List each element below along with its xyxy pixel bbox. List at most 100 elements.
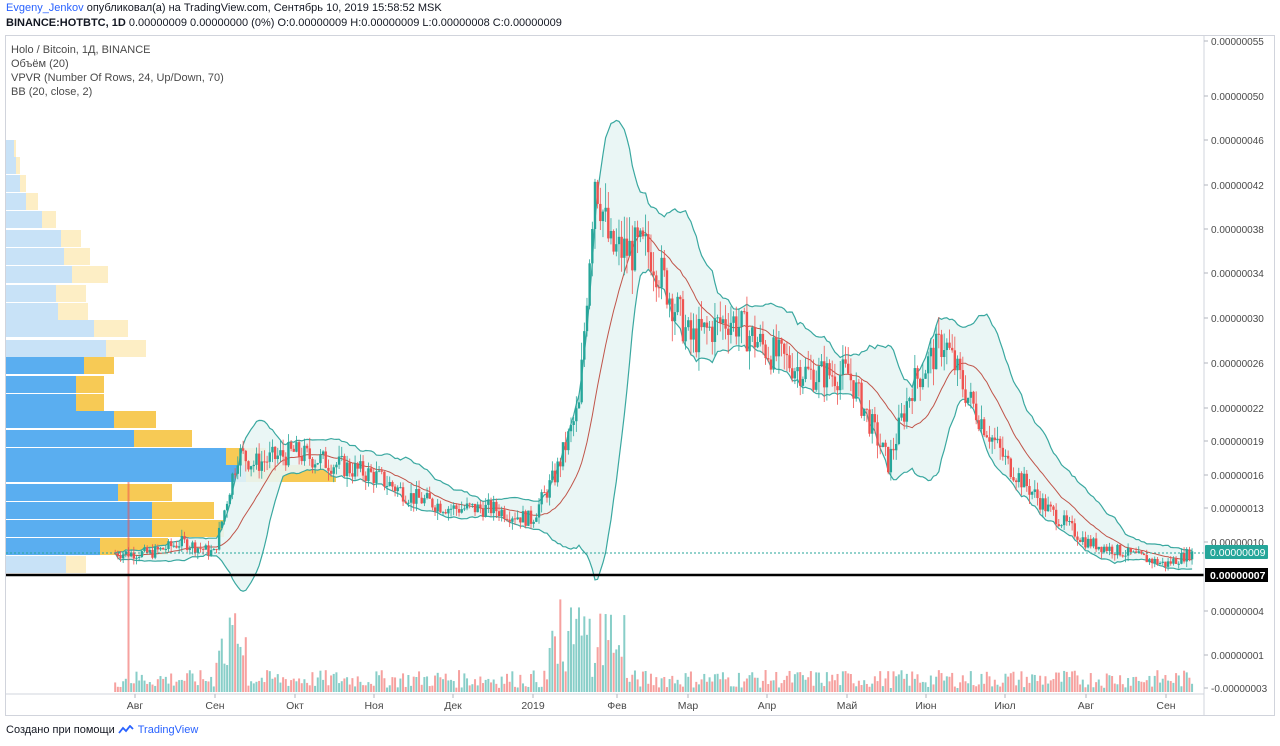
volume-bar [1103,687,1106,692]
legend-bb[interactable]: BB (20, close, 2) [11,86,93,98]
volume-bar [1049,680,1052,692]
volume-bar [657,687,660,692]
volume-bar [412,676,415,692]
volume-bar [1119,675,1122,692]
volume-bar [226,665,229,692]
volume-bar [767,684,770,692]
candle-body [1038,498,1042,510]
volume-bar [932,684,935,692]
candle-body [745,311,749,352]
candle-body [801,379,805,386]
volume-bar [615,649,618,692]
vpvr-row-down [94,320,128,337]
volume-bar [338,683,341,692]
volume-bar [1097,679,1100,692]
candle-body [161,547,165,550]
volume-bar [396,687,399,692]
volume-bar [399,678,402,692]
candle-body [207,545,210,556]
volume-bar [927,686,930,692]
candle-body [247,461,250,470]
volume-bar [735,686,738,692]
vpvr-row-up [6,465,246,482]
candle-body [633,227,637,271]
volume-bar [561,661,564,692]
candle-body [820,361,823,367]
volume-bar [258,680,261,692]
volume-bar [1060,681,1063,692]
candle-body [953,350,957,371]
candle-body [1078,539,1082,542]
volume-bar [1092,687,1095,692]
candle-body [721,319,725,324]
candle-body [183,535,186,540]
volume-bar [474,679,477,692]
volume-bar [122,681,125,692]
volume-bar [705,681,708,692]
candle-body [788,355,791,369]
legend-vpvr[interactable]: VPVR (Number Of Rows, 24, Up/Down, 70) [11,72,224,84]
volume-bar [1028,682,1031,692]
volume-bar [191,673,194,692]
candle-body [1028,486,1031,495]
volume-bar [1129,685,1132,692]
author-link[interactable]: Evgeny_Jenkov [6,2,84,14]
candle-body [884,442,887,447]
volume-bar [423,677,426,692]
candle-body [473,503,477,513]
volume-bar [183,680,186,692]
volume-bar [380,670,383,692]
legend-volume[interactable]: Объём (20) [11,58,69,70]
symbol-name: BINANCE:HOTBTC, 1D [6,17,126,29]
candle-body [564,442,567,451]
ohlc-values: 0.00000009 0.00000000 (0%) O:0.00000009 … [128,17,562,29]
candle-body [647,234,650,253]
candle-body [135,557,138,559]
volume-bar [1116,684,1119,692]
volume-bar [207,681,210,692]
candle-body [956,358,959,371]
candle-body [775,337,778,357]
tradingview-link[interactable]: TradingView [137,724,199,736]
volume-bar [119,686,122,692]
price-tick-label: 0.00000013 [1211,504,1264,515]
candle-body [1156,558,1159,565]
vpvr-row-up [6,394,76,411]
volume-bar [631,674,634,692]
candle-body [1004,455,1007,457]
candle-body [167,541,170,550]
candle-body [628,240,631,256]
candle-body [479,504,482,509]
volume-bar [1169,681,1172,692]
candle-body [1100,546,1103,553]
candle-body [236,465,239,474]
candle-body [249,466,253,470]
volume-bar [530,674,533,692]
candle-body [492,501,495,514]
candle-body [353,463,357,477]
candle-body [660,257,663,288]
candle-body [1188,549,1191,560]
time-tick-label: Апр [758,700,777,712]
candle-body [511,518,514,522]
volume-bar [620,656,623,692]
volume-bar [460,687,463,692]
candle-body [993,437,997,441]
volume-bar [788,670,791,692]
volume-bar [801,675,804,692]
volume-bar [540,686,543,692]
volume-bar [921,681,924,692]
volume-bar [828,681,831,692]
candle-body [996,438,999,441]
volume-bar [220,638,223,692]
volume-bar [825,672,828,692]
volume-bar [977,684,980,692]
volume-bar [687,676,690,692]
vpvr-row-down [152,520,224,537]
candle-body [583,331,586,360]
volume-bar [1033,674,1036,692]
candle-body [476,504,479,513]
candle-body [1014,480,1018,483]
vpvr-row-up [6,211,42,228]
